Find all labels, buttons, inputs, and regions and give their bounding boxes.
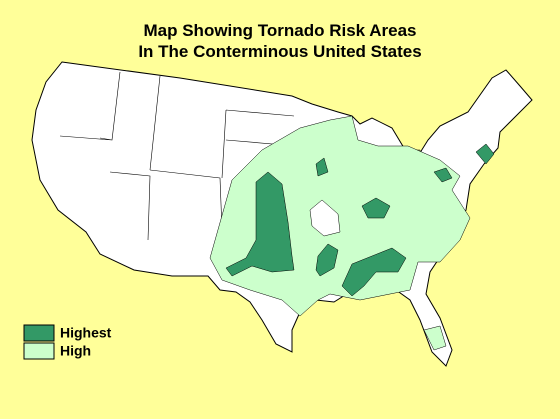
title-line: Map Showing Tornado Risk Areas (144, 21, 417, 40)
highest-risk-area (341, 247, 407, 297)
title-line: In The Conterminous United States (138, 42, 421, 61)
legend-swatch (23, 324, 55, 342)
highest-risk-area (433, 167, 453, 183)
highest-risk-area (361, 197, 391, 219)
high-risk-area (423, 325, 447, 351)
highest-risk-area (475, 143, 495, 165)
legend-label: High (60, 343, 91, 359)
highest-risk-area (315, 157, 329, 177)
legend-swatch (23, 342, 55, 360)
highest-risk-area (225, 171, 295, 277)
legend-label: Highest (60, 325, 112, 341)
low-risk-area (309, 199, 341, 237)
risk-areas (209, 115, 495, 351)
highest-risk-area (315, 243, 339, 277)
